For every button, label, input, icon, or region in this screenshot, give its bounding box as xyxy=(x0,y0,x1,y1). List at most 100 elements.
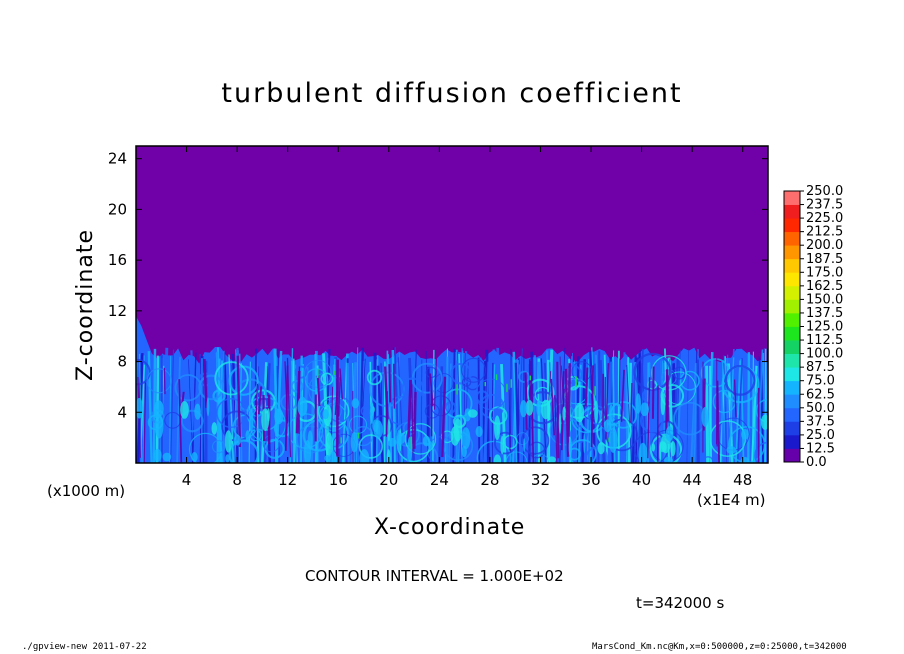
x-tick-label: 32 xyxy=(531,471,550,489)
swirl xyxy=(475,390,489,404)
dark-streak xyxy=(257,386,263,415)
colorbar-swatch xyxy=(784,407,800,422)
plume-stroke xyxy=(432,349,435,463)
highlight xyxy=(568,438,572,457)
dark-streak xyxy=(433,358,438,410)
dark-streak xyxy=(407,379,412,443)
highlight xyxy=(740,456,750,463)
hot-spot xyxy=(510,379,513,388)
highlight xyxy=(162,452,172,462)
highlight xyxy=(494,415,501,441)
colorbar-swatch xyxy=(784,380,800,395)
dark-streak xyxy=(716,385,719,447)
hot-spot xyxy=(594,386,596,396)
colorbar-label: 25.0 xyxy=(806,428,835,443)
x-axis: 4 8 12 16 20 24 28 32 36 40 44 48 xyxy=(182,146,752,489)
colorbar-swatch xyxy=(784,421,800,436)
colorbar-swatch xyxy=(784,353,800,368)
highlight xyxy=(547,456,556,463)
x-tick-label: 16 xyxy=(329,471,348,489)
plume-stroke xyxy=(509,349,512,463)
colorbar-label: 200.0 xyxy=(806,238,843,253)
highlight xyxy=(422,435,431,447)
x-tick-label: 48 xyxy=(733,471,752,489)
highlight xyxy=(635,393,641,414)
highlight xyxy=(525,400,534,416)
dark-streak xyxy=(560,388,565,451)
swirl xyxy=(702,456,714,463)
time-label: t=342000 s xyxy=(636,594,725,612)
swirl xyxy=(358,434,384,459)
dark-streak xyxy=(255,383,259,431)
highlight xyxy=(325,432,333,457)
colorbar-swatch xyxy=(784,394,800,409)
colorbar-label: 112.5 xyxy=(806,333,843,348)
plot-frame xyxy=(135,145,769,464)
colorbar-swatch xyxy=(784,285,800,300)
dark-streak xyxy=(316,375,321,407)
colorbar-label: 150.0 xyxy=(806,292,843,307)
colorbar-swatch xyxy=(784,191,800,205)
highlight xyxy=(450,426,460,446)
highlight xyxy=(726,446,736,454)
colorbar-label: 187.5 xyxy=(806,252,843,267)
highlight xyxy=(608,427,618,453)
hot-spot xyxy=(484,382,486,387)
highlight xyxy=(180,401,189,419)
dark-streak xyxy=(564,368,570,457)
hot-spot xyxy=(410,436,413,449)
x-tick-label: 36 xyxy=(581,471,600,489)
swirl xyxy=(465,376,480,391)
x-tick-label: 24 xyxy=(430,471,449,489)
dark-streak xyxy=(556,361,560,459)
highlight xyxy=(386,449,391,463)
colorbar-label: 100.0 xyxy=(806,347,843,362)
highlight xyxy=(664,456,673,463)
plume-stroke xyxy=(747,352,751,463)
x-tick-label: 8 xyxy=(232,471,242,489)
dark-streak xyxy=(284,361,289,424)
dark-streak xyxy=(584,367,589,407)
highlight xyxy=(574,403,585,423)
highlight xyxy=(211,422,218,435)
highlight xyxy=(500,435,505,455)
highlight xyxy=(400,456,404,463)
swirl xyxy=(450,362,472,385)
contour-interval: CONTOUR INTERVAL = 1.000E+02 xyxy=(305,567,564,585)
dark-streak xyxy=(441,376,447,458)
colorbar-label: 137.5 xyxy=(806,306,843,321)
plume-stroke xyxy=(456,351,462,463)
highlight xyxy=(153,448,162,462)
highlight xyxy=(267,408,270,422)
dark-streak xyxy=(385,391,388,437)
highlight xyxy=(583,433,586,454)
dark-streak xyxy=(392,363,396,409)
swirl xyxy=(520,426,550,455)
dark-streak xyxy=(550,378,555,436)
swirl xyxy=(180,409,204,433)
chart-title: turbulent diffusion coefficient xyxy=(221,78,683,109)
highlight xyxy=(604,419,612,433)
colorbar-label: 162.5 xyxy=(806,279,843,294)
dark-streak xyxy=(548,371,552,401)
plume-stroke xyxy=(342,362,348,463)
highlight xyxy=(155,414,164,439)
highlight xyxy=(372,419,379,433)
colorbar-swatch xyxy=(784,299,800,314)
swirl xyxy=(216,397,247,429)
x-tick-label: 12 xyxy=(278,471,297,489)
dark-streak xyxy=(733,379,737,418)
dark-streak xyxy=(429,373,434,407)
swirl xyxy=(290,379,304,393)
plume-stroke xyxy=(358,347,364,463)
dark-streak xyxy=(286,357,292,458)
dark-streak xyxy=(525,375,528,406)
dark-streak xyxy=(630,382,633,423)
swirl xyxy=(262,434,280,453)
plume-stroke xyxy=(734,360,742,463)
colorbar-swatch xyxy=(784,204,800,219)
colorbar-swatch xyxy=(784,218,800,233)
plume-stroke xyxy=(190,350,197,463)
hot-spot xyxy=(529,375,531,381)
swirl xyxy=(136,358,151,386)
